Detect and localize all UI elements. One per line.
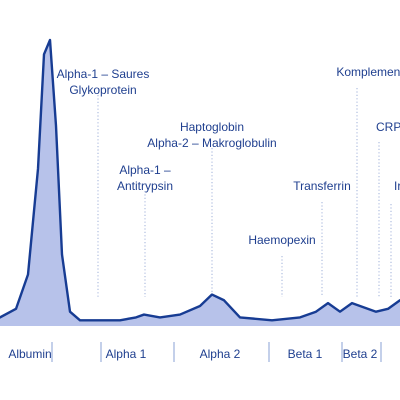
section-label: Beta 1: [288, 347, 323, 361]
annotation-label: Antitrypsin: [117, 179, 173, 193]
annotation-label: Alpha-1 – Saures: [57, 67, 150, 81]
series-line: [0, 38, 400, 322]
annotation-label: Haptoglobin: [180, 120, 244, 134]
section-label: Alpha 1: [106, 347, 147, 361]
annotation-label: Alpha-1 –: [119, 163, 171, 177]
annotations: Alpha-1 – Saures Glykoprotein Alpha-1 – Ant…: [57, 65, 400, 247]
series-area: [0, 40, 400, 326]
annotation-label: Alpha-2 – Makroglobulin: [147, 136, 276, 150]
annotation-label: Glykoprotein: [69, 83, 136, 97]
section-label: Alpha 2: [200, 347, 241, 361]
section-label: Albumin: [8, 347, 51, 361]
annotation-label: Komplement: [336, 65, 400, 79]
annotation-label: Ir: [394, 179, 400, 193]
annotation-label: Transferrin: [293, 179, 351, 193]
annotation-leaders: [97, 88, 392, 297]
section-label: Beta 2: [343, 347, 378, 361]
annotation-label: Haemopexin: [248, 233, 315, 247]
plot-area: [0, 38, 400, 326]
annotation-label: CRP: [376, 120, 400, 134]
x-axis: Albumin Alpha 1 Alpha 2 Beta 1 Beta 2: [8, 342, 382, 362]
